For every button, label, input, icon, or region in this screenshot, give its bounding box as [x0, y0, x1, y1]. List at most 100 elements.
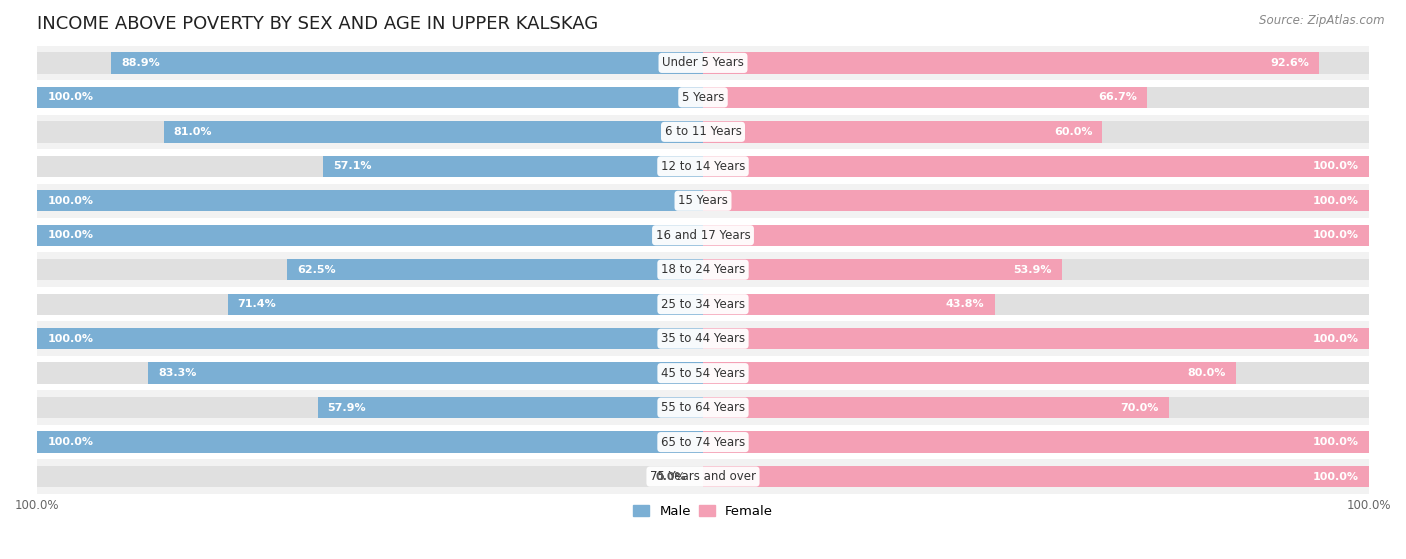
- Bar: [703, 362, 1236, 384]
- Bar: [37, 190, 703, 211]
- Bar: [149, 362, 703, 384]
- Text: 43.8%: 43.8%: [946, 299, 984, 309]
- Text: 65 to 74 Years: 65 to 74 Years: [661, 435, 745, 448]
- Text: 100.0%: 100.0%: [1313, 472, 1358, 481]
- Bar: [703, 432, 1369, 453]
- Bar: [703, 397, 1168, 418]
- Text: 16 and 17 Years: 16 and 17 Years: [655, 229, 751, 241]
- Text: 100.0%: 100.0%: [1313, 437, 1358, 447]
- Bar: [318, 397, 703, 418]
- Bar: [703, 259, 1369, 281]
- Bar: [703, 328, 1369, 349]
- Text: 60.0%: 60.0%: [1054, 127, 1092, 137]
- Text: 62.5%: 62.5%: [297, 265, 336, 274]
- Text: 100.0%: 100.0%: [1313, 334, 1358, 344]
- Bar: [37, 466, 703, 487]
- Text: 25 to 34 Years: 25 to 34 Years: [661, 298, 745, 311]
- Bar: [703, 362, 1369, 384]
- Bar: [37, 155, 703, 177]
- Text: INCOME ABOVE POVERTY BY SEX AND AGE IN UPPER KALSKAG: INCOME ABOVE POVERTY BY SEX AND AGE IN U…: [37, 15, 599, 33]
- Bar: [37, 432, 703, 453]
- Bar: [37, 432, 703, 453]
- Bar: [37, 259, 703, 281]
- Bar: [37, 87, 703, 108]
- Bar: [703, 190, 1369, 211]
- Bar: [37, 328, 703, 349]
- Bar: [703, 466, 1369, 487]
- Bar: [703, 121, 1102, 143]
- Bar: [703, 52, 1319, 74]
- Text: 45 to 54 Years: 45 to 54 Years: [661, 367, 745, 380]
- Bar: [228, 293, 703, 315]
- Bar: [37, 459, 1369, 494]
- Bar: [37, 253, 1369, 287]
- Bar: [703, 121, 1369, 143]
- Text: 53.9%: 53.9%: [1014, 265, 1052, 274]
- Text: 35 to 44 Years: 35 to 44 Years: [661, 332, 745, 345]
- Text: 100.0%: 100.0%: [48, 230, 93, 240]
- Bar: [37, 397, 703, 418]
- Bar: [703, 87, 1147, 108]
- Bar: [703, 225, 1369, 246]
- Text: 100.0%: 100.0%: [1313, 162, 1358, 171]
- Text: 80.0%: 80.0%: [1187, 368, 1226, 378]
- Text: 83.3%: 83.3%: [159, 368, 197, 378]
- Bar: [37, 287, 1369, 321]
- Text: 81.0%: 81.0%: [174, 127, 212, 137]
- Bar: [703, 259, 1062, 281]
- Bar: [703, 155, 1369, 177]
- Bar: [37, 425, 1369, 459]
- Bar: [703, 87, 1369, 108]
- Text: 100.0%: 100.0%: [48, 334, 93, 344]
- Bar: [111, 52, 703, 74]
- Bar: [37, 321, 1369, 356]
- Text: 57.9%: 57.9%: [328, 402, 366, 413]
- Bar: [37, 52, 703, 74]
- Bar: [37, 356, 1369, 390]
- Text: 18 to 24 Years: 18 to 24 Years: [661, 263, 745, 276]
- Text: 100.0%: 100.0%: [48, 92, 93, 102]
- Bar: [703, 293, 1369, 315]
- Bar: [287, 259, 703, 281]
- Text: 100.0%: 100.0%: [48, 437, 93, 447]
- Text: 0.0%: 0.0%: [655, 472, 686, 481]
- Bar: [703, 293, 994, 315]
- Text: 100.0%: 100.0%: [48, 196, 93, 206]
- Text: 71.4%: 71.4%: [238, 299, 277, 309]
- Bar: [37, 190, 703, 211]
- Text: 70.0%: 70.0%: [1121, 402, 1159, 413]
- Bar: [37, 80, 1369, 115]
- Bar: [37, 225, 703, 246]
- Text: 100.0%: 100.0%: [1313, 196, 1358, 206]
- Bar: [703, 225, 1369, 246]
- Bar: [37, 183, 1369, 218]
- Bar: [37, 115, 1369, 149]
- Bar: [37, 293, 703, 315]
- Bar: [37, 121, 703, 143]
- Text: Under 5 Years: Under 5 Years: [662, 56, 744, 69]
- Bar: [37, 87, 703, 108]
- Legend: Male, Female: Male, Female: [627, 500, 779, 523]
- Text: 6 to 11 Years: 6 to 11 Years: [665, 125, 741, 138]
- Text: 92.6%: 92.6%: [1271, 58, 1309, 68]
- Bar: [703, 432, 1369, 453]
- Text: 100.0%: 100.0%: [1313, 230, 1358, 240]
- Text: 55 to 64 Years: 55 to 64 Years: [661, 401, 745, 414]
- Text: 57.1%: 57.1%: [333, 162, 371, 171]
- Text: 5 Years: 5 Years: [682, 91, 724, 104]
- Bar: [37, 46, 1369, 80]
- Bar: [37, 362, 703, 384]
- Bar: [703, 52, 1369, 74]
- Text: Source: ZipAtlas.com: Source: ZipAtlas.com: [1260, 14, 1385, 27]
- Bar: [703, 155, 1369, 177]
- Bar: [703, 190, 1369, 211]
- Bar: [37, 218, 1369, 253]
- Bar: [163, 121, 703, 143]
- Bar: [37, 390, 1369, 425]
- Bar: [703, 397, 1369, 418]
- Bar: [37, 149, 1369, 183]
- Bar: [703, 466, 1369, 487]
- Text: 66.7%: 66.7%: [1098, 92, 1137, 102]
- Text: 15 Years: 15 Years: [678, 195, 728, 207]
- Text: 75 Years and over: 75 Years and over: [650, 470, 756, 483]
